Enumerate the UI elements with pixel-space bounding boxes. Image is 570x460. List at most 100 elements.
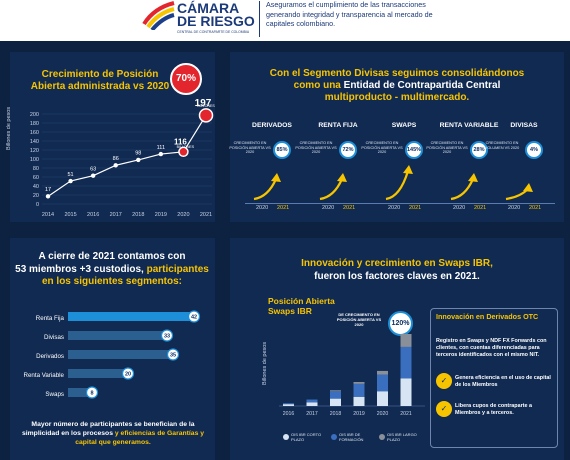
stacked-bar-segment <box>377 374 388 392</box>
growth-arrow-icon <box>385 165 413 201</box>
panel-members <box>10 238 215 460</box>
stacked-bar-segment <box>330 390 341 392</box>
segment-year-b: 2021 <box>409 205 422 211</box>
data-label: 116 <box>174 137 187 146</box>
bar-end-marker <box>85 386 99 399</box>
logo-mark-icon <box>142 1 175 30</box>
stacked-bar-segment <box>353 382 365 384</box>
segment-pct-badge: 4% <box>525 141 543 159</box>
data-label: 51 <box>68 172 74 178</box>
segment-year-a: 2020 <box>322 205 335 211</box>
data-label: 63 <box>90 166 96 172</box>
segment-desc: CRECIMIENTO EN POSICIÓN ABIERTA VS 2020 <box>426 141 468 155</box>
growth-arrow-shaft <box>253 178 278 201</box>
growth-arrow-head <box>337 173 347 182</box>
segment-desc: CRECIMIENTO EN POSICIÓN ABIERTA VS 2020 <box>361 141 403 155</box>
data-unit-label: BILLONES <box>197 104 215 108</box>
swaps-growth-text: DE CRECIMIENTO EN POSICIÓN ABIERTA VS 20… <box>336 312 382 327</box>
otc-bullet-1: Genera eficiencia en el uso de capital d… <box>455 375 551 388</box>
growth-badge: 70% <box>170 63 202 95</box>
segment-year-a: 2020 <box>256 205 269 211</box>
bar <box>68 388 92 397</box>
segment-pct-badge: 85% <box>273 141 291 159</box>
position-title: Crecimiento de Posición Abierta administ… <box>30 69 170 92</box>
header-bar <box>0 0 570 41</box>
segment-year-a: 2020 <box>508 205 521 211</box>
data-point <box>68 178 73 184</box>
panel-swaps <box>230 238 564 460</box>
bar-end-marker <box>121 367 135 380</box>
y-tick-label: 100 <box>30 157 39 163</box>
legend-swatch <box>283 434 289 440</box>
x-tick-label: 2019 <box>155 212 167 218</box>
members-title: A cierre de 2021 contamos con 53 miembro… <box>14 251 210 289</box>
data-point <box>136 157 141 163</box>
segment-year-b: 2021 <box>277 205 290 211</box>
y-tick-label: 0 <box>36 202 39 208</box>
segment-year-b: 2021 <box>474 205 487 211</box>
data-point <box>158 151 164 157</box>
stacked-bar-segment <box>330 398 341 406</box>
bar-end-marker <box>187 310 201 323</box>
y-tick-label: 180 <box>30 121 39 127</box>
stacked-bar-segment <box>400 378 412 406</box>
members-footer: Mayor número de participantes se benefic… <box>18 420 208 447</box>
brand-line1: CÁMARA <box>177 0 240 16</box>
growth-arrow-head <box>403 165 413 174</box>
y-tick-label: 160 <box>30 130 39 136</box>
stacked-bar-segment <box>353 383 365 397</box>
swaps-growth-badge: 120% <box>388 311 413 336</box>
position-ylabel: Billones de pesos <box>6 106 12 150</box>
segment-year-b: 2021 <box>529 205 542 211</box>
growth-arrow-icon <box>253 173 281 201</box>
y-tick-label: 40 <box>33 184 39 190</box>
data-point <box>198 108 214 123</box>
bar <box>68 369 128 378</box>
segments-title-line2a: como una <box>293 80 344 91</box>
data-point <box>45 194 51 199</box>
bar-value-label: 8 <box>90 391 93 397</box>
segment-pct-badge: 72% <box>339 141 357 159</box>
segments-axis-line <box>245 203 555 204</box>
segment-year-b: 2021 <box>343 205 356 211</box>
y-tick-label: 140 <box>30 139 39 145</box>
data-label: 111 <box>157 145 165 151</box>
header-divider <box>259 1 260 37</box>
growth-arrow-icon <box>505 183 533 201</box>
members-footer-b: y eficiencias de Garantías y capital que… <box>75 430 205 446</box>
stacked-bar-segment <box>306 399 318 403</box>
y-tick-label: 20 <box>33 193 39 199</box>
otc-box <box>430 308 558 448</box>
x-tick-label: 2017 <box>110 212 122 218</box>
members-title-d: en los siguientes segmentos: <box>41 276 183 287</box>
data-label: 98 <box>135 151 141 157</box>
x-tick-label: 2018 <box>132 212 144 218</box>
otc-title: Innovación en Derivados OTC <box>436 312 539 321</box>
segment-name: DERIVADOS <box>252 122 292 129</box>
segment-name: DIVISAS <box>510 122 538 129</box>
swaps-ylabel: Billones de pesos <box>262 341 268 385</box>
stacked-bar-segment <box>353 396 365 406</box>
stacked-bar-segment <box>400 346 412 379</box>
data-label: 197 <box>195 98 212 109</box>
data-unit-label: BILLONES <box>177 145 195 149</box>
members-title-b: 53 miembros +3 custodios, <box>15 263 144 275</box>
members-title-c: participantes <box>143 263 209 275</box>
header-tagline: Aseguramos el cumplimiento de las transa… <box>266 0 433 28</box>
x-tick-label: 2014 <box>42 212 54 218</box>
checkmark-icon: ✓ <box>436 401 452 417</box>
y-tick-label: 200 <box>30 112 39 118</box>
stacked-bar-segment <box>377 391 388 406</box>
x-tick-label: 2021 <box>200 212 212 218</box>
y-tick-label: 80 <box>33 166 39 172</box>
x-tick-label: 2020 <box>377 411 389 417</box>
stacked-bar-segment <box>283 403 294 405</box>
segment-name: SWAPS <box>391 122 417 129</box>
brand-line2: DE RIESGO <box>177 13 255 29</box>
otc-bullet-2: Libera cupos de contraparte a Miembros y… <box>455 403 532 416</box>
segment-pct-badge: 145% <box>405 141 423 159</box>
segment-desc: CRECIMIENTO EN VOLUMEN VS 2020 <box>484 141 520 150</box>
bar-value-label: 35 <box>170 353 176 359</box>
members-title-a: A cierre de 2021 contamos con <box>38 251 186 262</box>
growth-arrow-head <box>468 173 478 182</box>
